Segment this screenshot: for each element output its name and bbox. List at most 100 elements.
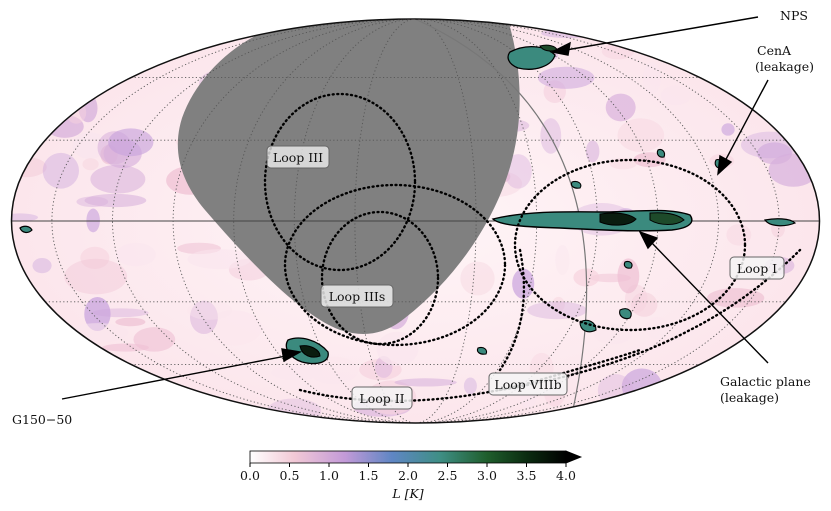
meridian-line bbox=[414, 19, 588, 423]
emission-patch bbox=[726, 224, 752, 246]
emission-patch bbox=[780, 90, 800, 100]
emission-patch bbox=[42, 152, 80, 189]
emission-patch bbox=[20, 79, 49, 116]
emission-patch bbox=[84, 193, 147, 208]
annotation-galactic-plane-line2: (leakage) bbox=[720, 390, 779, 405]
gp-arrowhead bbox=[638, 230, 659, 250]
colorbar-tick-label: 4.0 bbox=[556, 468, 576, 483]
emission-patch bbox=[714, 59, 748, 74]
emission-patch bbox=[597, 374, 634, 407]
loop-ii-circle-inner bbox=[283, 183, 507, 347]
emission-patch bbox=[88, 361, 112, 380]
annotation-cena-line1: CenA bbox=[757, 43, 792, 58]
label-loop-viiib: Loop VIIIb bbox=[494, 377, 561, 392]
emission-patch bbox=[68, 323, 129, 343]
emission-patch bbox=[124, 19, 180, 45]
emission-patch bbox=[90, 164, 146, 194]
emission-patch bbox=[642, 62, 662, 94]
emission-patch bbox=[16, 321, 51, 350]
emission-patch bbox=[91, 369, 139, 392]
emission-patch bbox=[768, 153, 819, 187]
g150-arrowhead bbox=[281, 348, 303, 363]
emission-patch bbox=[60, 362, 104, 382]
emission-patch bbox=[617, 118, 665, 153]
emission-patch bbox=[100, 19, 152, 47]
emission-patch bbox=[115, 242, 156, 267]
emission-patch bbox=[187, 300, 233, 320]
emission-patch bbox=[70, 374, 96, 408]
colorbar-tick-label: 2.5 bbox=[438, 468, 458, 483]
emission-patch bbox=[66, 101, 87, 124]
emission-patch bbox=[540, 118, 562, 154]
emission-patch bbox=[555, 244, 570, 276]
cena-arrowhead bbox=[717, 154, 733, 176]
colorbar-tick-label: 1.5 bbox=[359, 468, 379, 483]
emission-patch bbox=[707, 288, 765, 308]
nps-arrowhead bbox=[549, 41, 571, 56]
annotation-galactic-plane-line1: Galactic plane bbox=[720, 374, 811, 389]
emission-patch bbox=[11, 213, 39, 222]
colorbar: 0.0 0.5 1.0 1.5 2.0 2.5 3.0 3.5 4.0 L [K] bbox=[240, 450, 583, 501]
emission-patch bbox=[394, 378, 457, 387]
map-outline bbox=[10, 18, 821, 424]
colorbar-label: L [K] bbox=[391, 486, 423, 501]
emission-patch bbox=[11, 309, 45, 339]
g150-emission bbox=[285, 337, 329, 365]
emission-patch bbox=[187, 249, 252, 270]
emission-patch bbox=[617, 258, 640, 294]
colorbar-tick-label: 3.5 bbox=[517, 468, 537, 483]
label-loop-iii: Loop III bbox=[273, 150, 323, 165]
emission-patch bbox=[64, 258, 128, 295]
emission-patch bbox=[80, 246, 110, 270]
label-loop-i: Loop I bbox=[737, 261, 777, 276]
emission-patch bbox=[605, 93, 636, 122]
emission-patch bbox=[308, 356, 359, 385]
annotation-cena-line2: (leakage) bbox=[755, 59, 814, 74]
small-contours bbox=[476, 148, 722, 355]
emission-patch bbox=[84, 296, 111, 332]
emission-patch bbox=[721, 123, 735, 136]
emission-patch bbox=[585, 140, 600, 163]
emission-patch bbox=[667, 390, 701, 413]
colorbar-ticks: 0.0 0.5 1.0 1.5 2.0 2.5 3.0 3.5 4.0 bbox=[240, 463, 576, 483]
emission-patch bbox=[32, 257, 52, 274]
emission-patch bbox=[76, 196, 109, 207]
nps-emission bbox=[507, 44, 558, 70]
emission-patch bbox=[189, 300, 218, 334]
loop-labels: Loop III Loop IIIs Loop II Loop VIIIb Lo… bbox=[266, 145, 785, 410]
emission-patch bbox=[660, 85, 691, 106]
label-loop-ii: Loop II bbox=[359, 391, 404, 406]
colorbar-extend-arrow bbox=[565, 450, 583, 464]
emission-patch bbox=[115, 317, 146, 327]
emission-patch bbox=[552, 296, 565, 312]
colorbar-gradient bbox=[249, 450, 567, 464]
emission-patch bbox=[684, 20, 699, 55]
emission-patch bbox=[752, 333, 814, 348]
colorbar-tick-label: 3.0 bbox=[477, 468, 497, 483]
emission-patch bbox=[460, 261, 495, 296]
emission-patch bbox=[271, 365, 322, 381]
loop-arc-3 bbox=[498, 248, 526, 372]
galactic-plane-emission bbox=[19, 209, 797, 234]
colorbar-tick-label: 0.0 bbox=[240, 468, 260, 483]
colorbar-tick-label: 1.0 bbox=[319, 468, 339, 483]
annotation-arrows bbox=[61, 16, 769, 400]
emission-patch bbox=[376, 331, 419, 366]
label-loop-iiis: Loop IIIs bbox=[329, 289, 386, 304]
loop-viiib-arc bbox=[498, 248, 802, 392]
emission-patch bbox=[86, 208, 100, 233]
loop-i-circle bbox=[513, 158, 747, 332]
loop-iii-circle bbox=[263, 92, 417, 272]
emission-patch bbox=[102, 343, 149, 352]
emission-patch bbox=[537, 66, 595, 89]
emission-patch bbox=[27, 91, 54, 127]
emission-patch bbox=[72, 373, 130, 405]
masked-region bbox=[177, 20, 520, 334]
emission-patch bbox=[108, 128, 154, 157]
colorbar-tick-label: 0.5 bbox=[280, 468, 300, 483]
colorbar-tick-label: 2.0 bbox=[398, 468, 418, 483]
emission-patch bbox=[463, 377, 477, 395]
emission-patch bbox=[205, 310, 262, 346]
emission-patch bbox=[92, 19, 113, 47]
